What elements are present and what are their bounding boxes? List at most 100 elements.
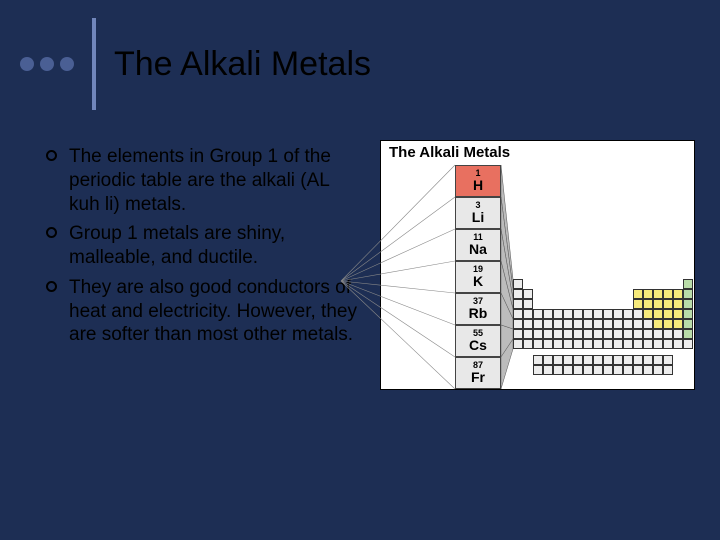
mini-cell <box>553 319 563 329</box>
slide-title: The Alkali Metals <box>114 45 371 84</box>
mini-cell <box>613 329 623 339</box>
title-dots <box>20 57 74 71</box>
element-symbol: H <box>473 178 483 193</box>
group1-column: 1H3Li11Na19K37Rb55Cs87Fr <box>455 165 501 389</box>
mini-cell <box>513 289 523 299</box>
bullet-text: They are also good conductors of heat an… <box>69 276 360 347</box>
mini-cell <box>663 365 673 375</box>
perspective-lines <box>381 141 696 391</box>
mini-cell <box>653 319 663 329</box>
mini-cell <box>513 279 523 289</box>
mini-cell <box>533 365 543 375</box>
mini-cell <box>543 365 553 375</box>
mini-cell <box>683 299 693 309</box>
mini-cell <box>563 329 573 339</box>
mini-cell <box>553 309 563 319</box>
mini-cell <box>603 309 613 319</box>
mini-cell <box>523 319 533 329</box>
mini-cell <box>543 319 553 329</box>
mini-cell <box>513 329 523 339</box>
mini-cell <box>513 339 523 349</box>
mini-cell <box>623 329 633 339</box>
mini-cell <box>553 365 563 375</box>
element-cell: 87Fr <box>455 357 501 389</box>
element-symbol: K <box>473 274 483 289</box>
mini-cell <box>663 339 673 349</box>
mini-cell <box>683 339 693 349</box>
element-symbol: Cs <box>469 338 487 353</box>
mini-cell <box>513 319 523 329</box>
mini-cell <box>523 329 533 339</box>
mini-cell <box>533 309 543 319</box>
mini-cell <box>653 289 663 299</box>
mini-cell <box>533 339 543 349</box>
mini-cell <box>673 319 683 329</box>
slide-title-block: The Alkali Metals <box>20 18 371 110</box>
mini-cell <box>613 339 623 349</box>
dot-icon <box>40 57 54 71</box>
mini-cell <box>623 309 633 319</box>
mini-cell <box>613 309 623 319</box>
element-cell: 1H <box>455 165 501 197</box>
mini-cell <box>613 365 623 375</box>
mini-cell <box>633 339 643 349</box>
mini-cell <box>653 309 663 319</box>
bullet-list: The elements in Group 1 of the periodic … <box>40 145 360 353</box>
mini-cell <box>673 289 683 299</box>
list-item: The elements in Group 1 of the periodic … <box>40 145 360 216</box>
mini-cell <box>523 339 533 349</box>
mini-cell <box>673 309 683 319</box>
mini-cell <box>553 355 563 365</box>
element-cell: 37Rb <box>455 293 501 325</box>
mini-cell <box>633 365 643 375</box>
mini-cell <box>683 319 693 329</box>
periodic-table-figure: The Alkali Metals 1H3Li11Na19K37Rb55Cs87… <box>380 140 695 390</box>
mini-cell <box>623 355 633 365</box>
mini-cell <box>653 329 663 339</box>
mini-cell <box>673 329 683 339</box>
mini-cell <box>533 329 543 339</box>
mini-cell <box>643 329 653 339</box>
mini-cell <box>673 339 683 349</box>
mini-cell <box>543 355 553 365</box>
bullet-icon <box>46 150 57 161</box>
mini-cell <box>513 299 523 309</box>
mini-cell <box>563 365 573 375</box>
mini-cell <box>543 309 553 319</box>
mini-cell <box>683 289 693 299</box>
mini-cell <box>613 355 623 365</box>
mini-cell <box>603 355 613 365</box>
mini-cell <box>623 339 633 349</box>
mini-cell <box>663 329 673 339</box>
mini-cell <box>583 329 593 339</box>
mini-cell <box>633 355 643 365</box>
element-cell: 19K <box>455 261 501 293</box>
mini-cell <box>633 329 643 339</box>
mini-cell <box>583 365 593 375</box>
mini-cell <box>653 339 663 349</box>
mini-cell <box>583 309 593 319</box>
mini-cell <box>533 355 543 365</box>
mini-cell <box>643 339 653 349</box>
mini-cell <box>573 365 583 375</box>
mini-cell <box>663 319 673 329</box>
mini-cell <box>603 365 613 375</box>
mini-cell <box>633 289 643 299</box>
list-item: They are also good conductors of heat an… <box>40 276 360 347</box>
mini-cell <box>643 309 653 319</box>
mini-cell <box>593 309 603 319</box>
mini-cell <box>593 329 603 339</box>
mini-cell <box>583 319 593 329</box>
mini-cell <box>553 339 563 349</box>
mini-cell <box>603 329 613 339</box>
bullet-text: Group 1 metals are shiny, malleable, and… <box>69 222 360 270</box>
mini-cell <box>663 309 673 319</box>
mini-cell <box>593 339 603 349</box>
mini-cell <box>593 355 603 365</box>
mini-cell <box>603 319 613 329</box>
mini-cell <box>643 355 653 365</box>
element-cell: 3Li <box>455 197 501 229</box>
mini-cell <box>573 355 583 365</box>
mini-cell <box>623 319 633 329</box>
mini-cell <box>583 355 593 365</box>
